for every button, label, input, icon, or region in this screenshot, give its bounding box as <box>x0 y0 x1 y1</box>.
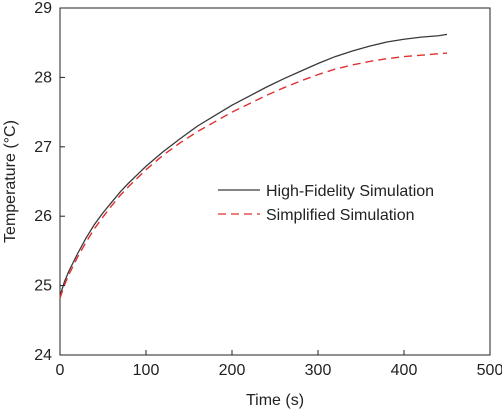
x-tick-label: 0 <box>56 362 65 379</box>
x-axis-title: Time (s) <box>246 392 304 409</box>
series-line-high-fidelity <box>59 33 448 297</box>
legend-label-high-fidelity: High-Fidelity Simulation <box>266 183 434 200</box>
x-tick-label: 300 <box>305 362 332 379</box>
y-tick-label: 28 <box>34 69 52 86</box>
x-tick-label: 500 <box>477 362 502 379</box>
ticks-group: 0 100 200 300 400 500 24 25 26 27 28 29 <box>34 0 502 379</box>
y-tick-label: 26 <box>34 208 52 225</box>
y-tick-label: 27 <box>34 139 52 156</box>
plot-frame-group <box>59 7 491 356</box>
plot-frame <box>59 7 491 356</box>
legend-label-simplified: Simplified Simulation <box>266 207 415 224</box>
y-tick-label: 24 <box>34 347 52 364</box>
x-tick-label: 200 <box>219 362 246 379</box>
y-axis-title: Temperature (°C) <box>2 120 19 243</box>
series-group <box>59 33 448 299</box>
x-tick-label: 100 <box>133 362 160 379</box>
legend: High-Fidelity Simulation Simplified Simu… <box>218 183 434 224</box>
y-tick-label: 29 <box>34 0 52 17</box>
series-line-simplified <box>59 52 448 299</box>
y-tick-label: 25 <box>34 278 52 295</box>
x-tick-label: 400 <box>391 362 418 379</box>
